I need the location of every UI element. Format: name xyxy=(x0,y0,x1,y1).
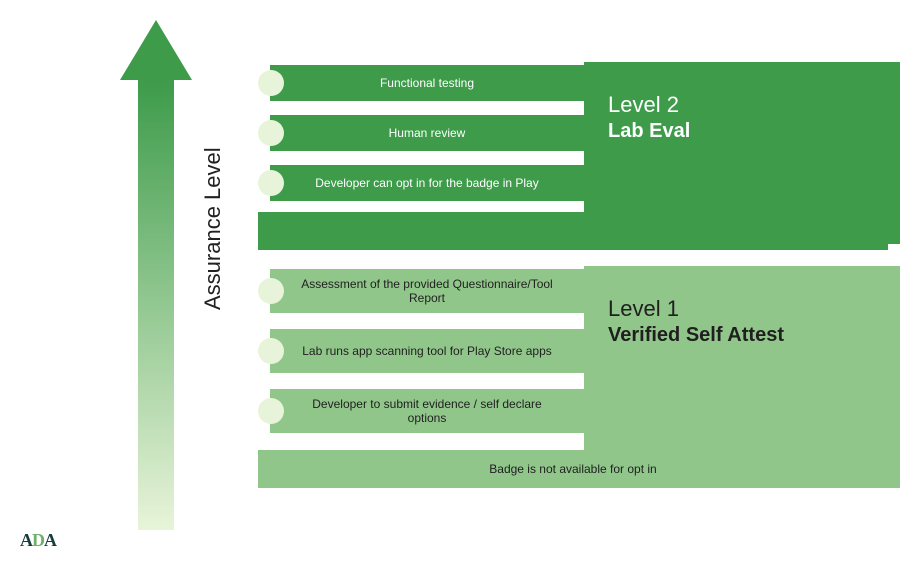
level2-item-bar: Human review xyxy=(270,115,584,151)
level1-item-bar: Assessment of the provided Questionnaire… xyxy=(270,269,584,313)
bullet-icon xyxy=(258,120,284,146)
bullet-icon xyxy=(258,278,284,304)
level1-title: Level 1 xyxy=(608,296,876,322)
level2-item-row: Functional testing xyxy=(258,62,584,104)
level2-item-row: Human review xyxy=(258,112,584,154)
axis-label: Assurance Level xyxy=(200,147,226,310)
arrow-head-icon xyxy=(120,20,192,80)
level1-item-row: Lab runs app scanning tool for Play Stor… xyxy=(258,326,584,378)
level2-item-bar: Functional testing xyxy=(270,65,584,101)
level1-item-bar: Developer to submit evidence / self decl… xyxy=(270,389,584,433)
level1-base-text: Badge is not available for opt in xyxy=(489,462,656,476)
level2-item-bar: Developer can opt in for the badge in Pl… xyxy=(270,165,584,201)
bullet-icon xyxy=(258,398,284,424)
level1-subtitle: Verified Self Attest xyxy=(608,324,876,347)
diagram-canvas: Assurance Level Level 2 Lab Eval Functio… xyxy=(0,0,900,569)
ada-logo: ADA xyxy=(20,530,56,551)
level2-items: Functional testing Human review Develope… xyxy=(258,62,584,212)
bullet-icon xyxy=(258,170,284,196)
level2-base-bar xyxy=(258,212,888,250)
level1-item-bar: Lab runs app scanning tool for Play Stor… xyxy=(270,329,584,373)
level1-items: Assessment of the provided Questionnaire… xyxy=(258,266,584,446)
arrow-body xyxy=(138,80,174,530)
bullet-icon xyxy=(258,70,284,96)
level2-subtitle: Lab Eval xyxy=(608,120,876,143)
level1-item-row: Assessment of the provided Questionnaire… xyxy=(258,266,584,318)
level2-item-row: Developer can opt in for the badge in Pl… xyxy=(258,162,584,204)
level1-item-row: Developer to submit evidence / self decl… xyxy=(258,386,584,438)
level2-title: Level 2 xyxy=(608,92,876,118)
assurance-arrow xyxy=(120,20,192,530)
bullet-icon xyxy=(258,338,284,364)
level1-base-bar: Badge is not available for opt in xyxy=(258,450,888,488)
